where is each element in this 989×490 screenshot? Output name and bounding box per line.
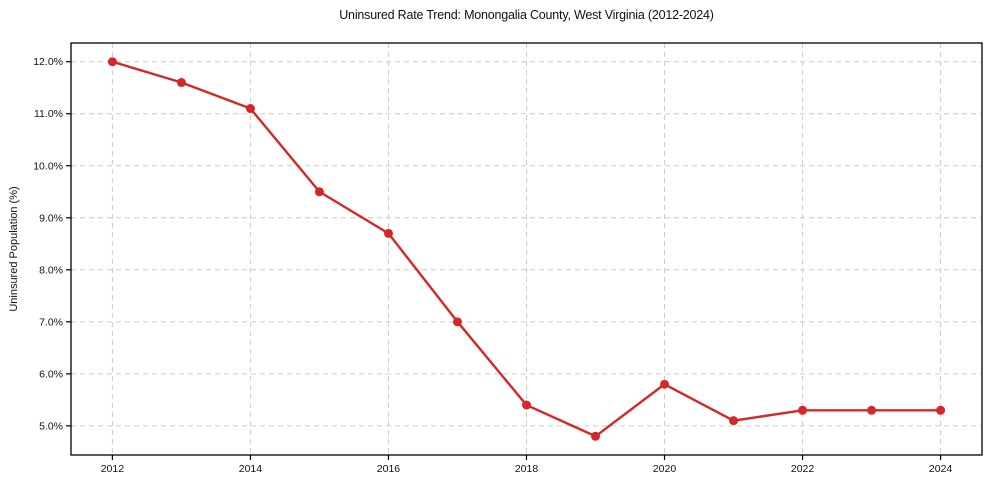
data-point-marker bbox=[660, 379, 670, 389]
x-tick-label: 2014 bbox=[239, 463, 263, 475]
y-tick-label: 5.0% bbox=[39, 420, 63, 432]
y-tick-label: 10.0% bbox=[33, 160, 63, 172]
chart-title: Uninsured Rate Trend: Monongalia County,… bbox=[339, 8, 714, 22]
data-point-marker bbox=[522, 400, 531, 410]
x-tick-label: 2020 bbox=[653, 463, 677, 475]
x-tick-label: 2022 bbox=[791, 463, 815, 475]
data-point-marker bbox=[798, 405, 808, 415]
data-point-marker bbox=[176, 78, 186, 88]
y-tick-label: 7.0% bbox=[39, 316, 63, 328]
x-tick-label: 2012 bbox=[101, 463, 125, 475]
x-tick-label: 2018 bbox=[515, 463, 539, 475]
data-point-marker bbox=[107, 57, 117, 67]
data-point-marker bbox=[729, 416, 739, 426]
y-tick-label: 8.0% bbox=[39, 264, 63, 276]
axes-frame bbox=[70, 42, 983, 456]
y-tick-label: 9.0% bbox=[39, 212, 63, 224]
data-point-marker bbox=[383, 228, 393, 238]
data-point-marker bbox=[591, 431, 601, 441]
data-point-marker bbox=[936, 405, 946, 415]
y-tick-label: 11.0% bbox=[34, 108, 63, 120]
x-tick-label: 2016 bbox=[377, 463, 401, 475]
y-tick-label: 6.0% bbox=[39, 368, 63, 380]
data-point-marker bbox=[314, 187, 324, 197]
x-tick-label: 2024 bbox=[929, 463, 953, 475]
data-point-marker bbox=[452, 317, 462, 327]
data-point-marker bbox=[245, 104, 255, 114]
data-point-marker bbox=[867, 405, 877, 415]
y-tick-label: 12.0% bbox=[33, 56, 63, 68]
